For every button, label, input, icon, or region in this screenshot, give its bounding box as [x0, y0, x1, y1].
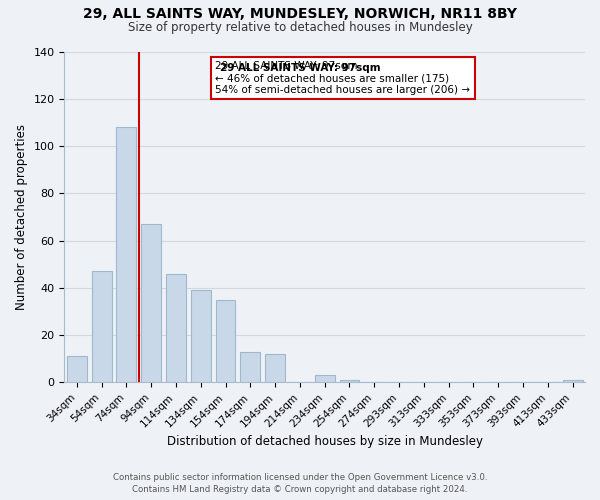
Text: Contains HM Land Registry data © Crown copyright and database right 2024.: Contains HM Land Registry data © Crown c… — [132, 484, 468, 494]
Bar — [265, 354, 285, 382]
Bar — [141, 224, 161, 382]
X-axis label: Distribution of detached houses by size in Mundesley: Distribution of detached houses by size … — [167, 434, 483, 448]
Bar — [241, 352, 260, 382]
Text: Size of property relative to detached houses in Mundesley: Size of property relative to detached ho… — [128, 21, 472, 34]
Y-axis label: Number of detached properties: Number of detached properties — [15, 124, 28, 310]
Bar — [166, 274, 186, 382]
Bar — [67, 356, 87, 382]
Bar — [563, 380, 583, 382]
Bar — [116, 127, 136, 382]
Text: 29 ALL SAINTS WAY: 97sqm: 29 ALL SAINTS WAY: 97sqm — [220, 63, 380, 73]
Bar — [340, 380, 359, 382]
Text: 29 ALL SAINTS WAY: 97sqm
← 46% of detached houses are smaller (175)
54% of semi-: 29 ALL SAINTS WAY: 97sqm ← 46% of detach… — [215, 62, 470, 94]
Bar — [92, 272, 112, 382]
Bar — [191, 290, 211, 382]
Bar — [215, 300, 235, 382]
Text: Contains public sector information licensed under the Open Government Licence v3: Contains public sector information licen… — [113, 474, 487, 482]
Bar — [315, 376, 335, 382]
Text: 29, ALL SAINTS WAY, MUNDESLEY, NORWICH, NR11 8BY: 29, ALL SAINTS WAY, MUNDESLEY, NORWICH, … — [83, 8, 517, 22]
